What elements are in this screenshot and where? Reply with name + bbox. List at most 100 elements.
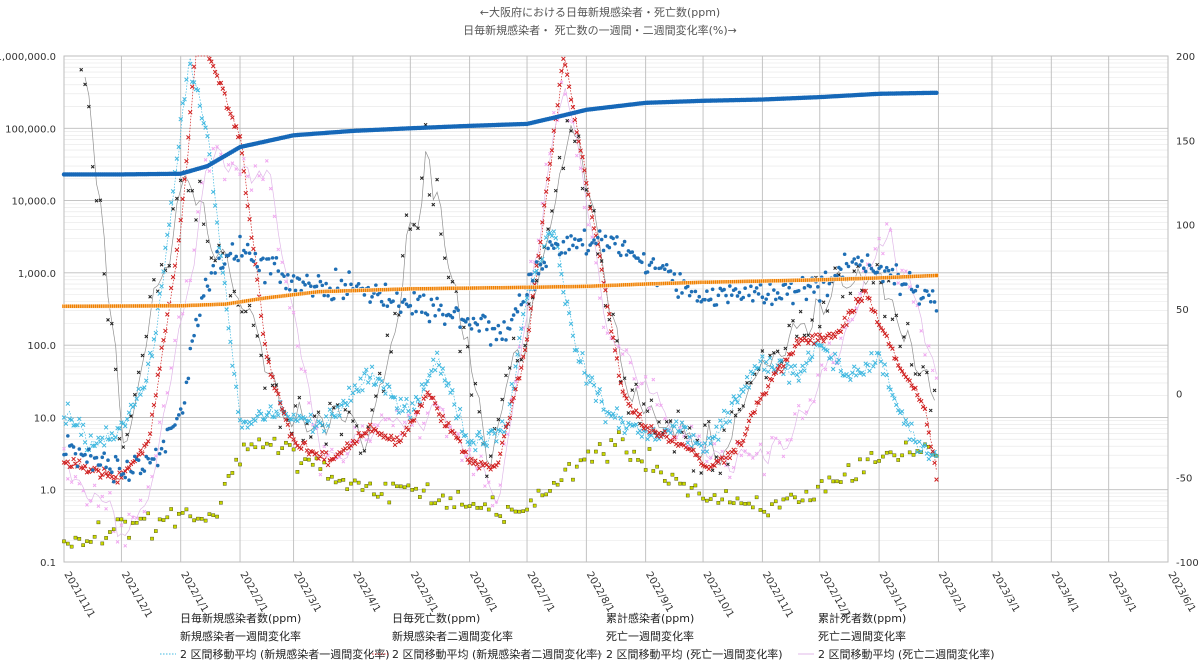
data-point <box>467 323 472 327</box>
data-point <box>306 452 312 457</box>
data-point <box>515 352 520 357</box>
data-point <box>712 493 717 497</box>
data-point <box>475 433 480 438</box>
data-point <box>848 291 853 296</box>
data-point <box>624 253 629 257</box>
data-point <box>881 454 885 459</box>
data-point <box>701 496 705 501</box>
data-point <box>794 338 800 343</box>
data-point <box>349 481 353 486</box>
data-point <box>540 267 545 271</box>
data-point <box>559 68 564 74</box>
data-point <box>775 366 780 372</box>
data-point <box>201 294 206 298</box>
data-point <box>352 383 358 388</box>
data-point <box>615 339 619 343</box>
data-point <box>873 246 878 251</box>
data-point <box>132 392 137 397</box>
data-point <box>749 380 753 385</box>
data-point <box>584 180 589 186</box>
data-point <box>488 467 493 472</box>
data-point <box>523 343 527 348</box>
data-point <box>216 245 222 251</box>
legend-entry: 死亡二週間変化率 <box>818 629 906 643</box>
data-point <box>289 432 294 437</box>
data-point <box>538 239 543 245</box>
data-point <box>402 432 407 438</box>
data-point <box>752 409 757 415</box>
data-point <box>184 380 189 385</box>
data-point <box>217 256 221 261</box>
data-point <box>652 437 658 442</box>
x-tick-label: 2022/5/1 <box>408 570 440 614</box>
data-point <box>589 215 595 220</box>
right-tick-label: 150 <box>1176 136 1195 147</box>
data-point <box>431 303 436 307</box>
data-point <box>307 281 311 286</box>
data-point <box>645 436 650 442</box>
data-point <box>347 270 351 274</box>
data-point <box>113 435 118 440</box>
x-tick-label: 2022/6/1 <box>467 570 499 614</box>
data-point <box>494 337 499 342</box>
data-point <box>245 174 250 179</box>
data-point <box>261 445 265 450</box>
data-point <box>365 380 371 385</box>
data-point <box>869 451 874 455</box>
data-point <box>295 344 300 348</box>
data-point <box>582 457 587 462</box>
data-point <box>186 376 191 381</box>
data-point <box>630 388 635 392</box>
data-point <box>607 311 612 317</box>
data-point <box>61 415 67 420</box>
data-point <box>176 144 182 150</box>
data-point <box>574 130 580 135</box>
data-point <box>733 450 738 455</box>
data-point <box>433 501 437 505</box>
data-point <box>458 325 462 329</box>
data-point <box>303 369 307 374</box>
data-point <box>628 458 633 462</box>
data-point <box>337 413 342 418</box>
data-point <box>836 357 842 363</box>
data-point <box>339 432 344 437</box>
data-point <box>719 424 725 429</box>
data-point <box>287 443 292 447</box>
data-point <box>113 454 118 459</box>
data-point <box>649 260 654 265</box>
data-point <box>79 67 84 72</box>
left-tick-label: 100.0 <box>27 341 56 352</box>
grid <box>63 55 1169 563</box>
data-point <box>222 262 227 266</box>
data-point <box>350 390 356 396</box>
data-point <box>703 423 707 427</box>
data-point <box>647 406 652 411</box>
data-point <box>85 460 89 464</box>
data-point <box>337 478 342 483</box>
data-point <box>75 464 80 469</box>
legend-label: 新規感染者一週間変化率 <box>180 629 301 643</box>
right-tick-label: 200 <box>1176 52 1195 63</box>
data-point <box>548 240 552 244</box>
data-point <box>147 431 153 437</box>
data-point <box>890 392 895 398</box>
data-point <box>431 395 436 401</box>
data-point <box>138 516 143 521</box>
data-point <box>597 386 602 392</box>
data-point <box>96 520 101 525</box>
data-point <box>726 462 730 467</box>
data-point <box>855 367 861 372</box>
data-point <box>148 460 152 465</box>
data-point <box>88 433 94 438</box>
data-point <box>383 282 388 287</box>
data-point <box>662 267 667 272</box>
data-point <box>465 344 470 349</box>
data-point <box>754 286 759 290</box>
data-point <box>499 440 505 446</box>
data-point <box>370 295 374 299</box>
data-point <box>348 398 354 404</box>
data-point <box>251 259 256 264</box>
data-point <box>806 350 811 355</box>
data-point <box>425 390 430 395</box>
legend-entry: 日毎新規感染者数(ppm) <box>180 611 301 625</box>
